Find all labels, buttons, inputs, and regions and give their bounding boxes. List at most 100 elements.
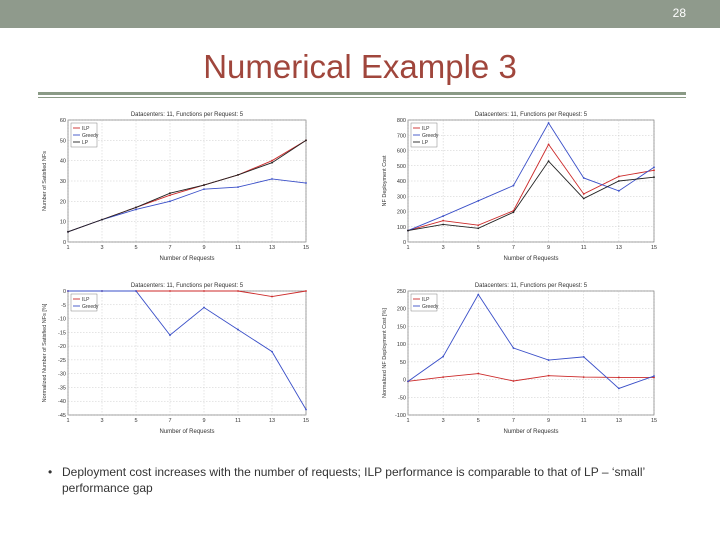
- data-point-ilp: [653, 169, 655, 172]
- chart-svg: Datacenters: 11, Functions per Request: …: [42, 112, 309, 262]
- legend-label-lp: LP: [82, 140, 89, 146]
- x-tick-label: 3: [442, 245, 445, 251]
- data-point-ilp: [582, 193, 585, 195]
- y-tick-label: 200: [397, 210, 406, 216]
- y-tick-label: 400: [397, 179, 406, 185]
- y-tick-label: 10: [60, 220, 66, 226]
- chart-svg: Datacenters: 11, Functions per Request: …: [42, 283, 309, 435]
- data-point-greedy: [582, 177, 585, 179]
- y-tick-label: 0: [403, 378, 406, 384]
- x-tick-label: 1: [66, 418, 69, 424]
- bullet-text: Deployment cost increases with the numbe…: [62, 465, 645, 495]
- data-point-greedy: [442, 355, 445, 358]
- data-point-ilp: [203, 290, 205, 292]
- y-tick-label: -10: [58, 317, 66, 323]
- y-tick-label: -100: [395, 413, 406, 419]
- x-tick-label: 1: [406, 418, 409, 424]
- legend-label-lp: LP: [422, 140, 429, 146]
- data-point-lp: [617, 180, 620, 182]
- y-axis-label: NF Deployment Cost: [382, 155, 388, 207]
- y-tick-label: 100: [397, 342, 406, 348]
- chart-satisfied-nfs: Datacenters: 11, Functions per Request: …: [40, 108, 312, 264]
- x-tick-label: 15: [651, 245, 657, 251]
- chart-title: Datacenters: 11, Functions per Request: …: [131, 283, 244, 289]
- y-axis-label: Normalized NF Deployment Cost [%]: [382, 308, 388, 398]
- y-tick-label: 250: [397, 289, 406, 295]
- y-tick-label: 500: [397, 164, 406, 170]
- data-point-greedy: [101, 290, 103, 292]
- y-tick-label: 60: [60, 118, 66, 124]
- y-tick-label: 700: [397, 133, 406, 139]
- x-tick-label: 1: [66, 245, 69, 251]
- x-tick-label: 11: [581, 245, 587, 251]
- data-point-ilp: [617, 175, 620, 178]
- data-point-greedy: [477, 293, 480, 296]
- x-tick-label: 7: [168, 418, 171, 424]
- legend-label-greedy: Greedy: [422, 133, 439, 139]
- data-point-lp: [237, 174, 239, 176]
- series-line-ilp: [407, 143, 655, 231]
- data-point-lp: [547, 160, 550, 163]
- x-axis-label: Number of Requests: [503, 256, 558, 262]
- x-tick-label: 15: [303, 418, 309, 424]
- data-point-greedy: [67, 290, 69, 292]
- y-tick-label: -30: [58, 372, 66, 378]
- data-point-lp: [305, 139, 307, 142]
- chart-svg: Datacenters: 11, Functions per Request: …: [382, 112, 657, 262]
- data-point-greedy: [305, 408, 307, 411]
- data-point-ilp: [442, 219, 445, 222]
- y-tick-label: 0: [403, 240, 406, 246]
- data-point-ilp: [477, 224, 480, 227]
- y-tick-label: -20: [58, 344, 66, 350]
- x-tick-label: 15: [303, 245, 309, 251]
- data-point-ilp: [477, 372, 480, 375]
- data-point-ilp: [442, 376, 445, 378]
- data-point-lp: [582, 197, 585, 200]
- legend-label-ilp: ILP: [422, 297, 430, 303]
- data-point-ilp: [271, 295, 273, 298]
- series-line-greedy: [407, 122, 655, 231]
- y-tick-label: 50: [400, 360, 406, 366]
- x-tick-label: 13: [616, 418, 622, 424]
- series-line-greedy: [407, 293, 655, 389]
- y-tick-label: 600: [397, 149, 406, 155]
- data-point-lp: [512, 211, 515, 214]
- y-axis-label: Number of Satisfied NFs: [42, 151, 48, 211]
- series-line-lp: [67, 139, 307, 233]
- x-tick-label: 13: [269, 418, 275, 424]
- x-tick-label: 5: [477, 245, 480, 251]
- data-point-greedy: [547, 122, 550, 124]
- x-tick-label: 9: [202, 418, 205, 424]
- data-point-greedy: [512, 184, 515, 187]
- data-point-greedy: [442, 215, 445, 217]
- y-tick-label: 0: [63, 240, 66, 246]
- y-axis-label: Normalized Number of Satisfied NFs [%]: [42, 303, 48, 402]
- x-tick-label: 5: [477, 418, 480, 424]
- chart-title: Datacenters: 11, Functions per Request: …: [131, 112, 244, 118]
- data-point-greedy: [547, 359, 550, 361]
- data-point-ilp: [547, 374, 550, 377]
- series-line-greedy: [68, 290, 307, 410]
- data-point-greedy: [135, 290, 137, 292]
- series-line-lp: [407, 160, 655, 232]
- y-tick-label: 30: [60, 179, 66, 185]
- data-point-lp: [407, 229, 409, 232]
- chart-normalized-deployment-cost: Datacenters: 11, Functions per Request: …: [380, 279, 660, 437]
- x-tick-label: 9: [547, 418, 550, 424]
- data-point-ilp: [169, 194, 171, 197]
- data-point-greedy: [237, 328, 239, 331]
- x-tick-label: 9: [547, 245, 550, 251]
- chart-title: Datacenters: 11, Functions per Request: …: [475, 112, 588, 118]
- data-point-greedy: [135, 208, 137, 211]
- data-point-greedy: [477, 199, 480, 202]
- legend-label-ilp: ILP: [82, 297, 90, 303]
- legend-box: [70, 293, 98, 312]
- y-tick-label: -50: [398, 395, 406, 401]
- legend-label-ilp: ILP: [82, 126, 90, 132]
- data-point-greedy: [169, 334, 171, 336]
- data-point-greedy: [617, 387, 620, 390]
- data-point-greedy: [169, 200, 171, 203]
- data-point-ilp: [512, 380, 515, 382]
- data-point-lp: [135, 206, 137, 209]
- data-point-ilp: [653, 376, 655, 379]
